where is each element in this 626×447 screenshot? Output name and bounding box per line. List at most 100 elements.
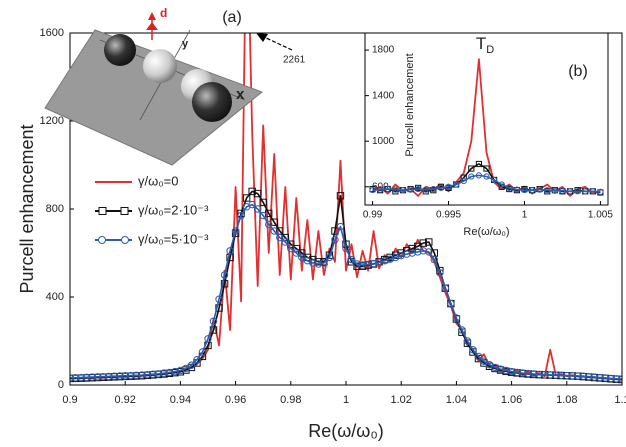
marker xyxy=(468,165,475,172)
marker xyxy=(132,371,140,380)
marker xyxy=(408,244,416,253)
marker xyxy=(419,247,427,255)
marker xyxy=(490,176,498,184)
marker xyxy=(193,356,201,364)
marker xyxy=(415,185,422,193)
legend-label: γ/ω₀=5·10⁻³ xyxy=(138,231,209,246)
marker xyxy=(377,186,384,193)
marker xyxy=(557,371,565,380)
marker xyxy=(121,372,129,380)
marker xyxy=(369,259,378,268)
marker xyxy=(209,317,218,325)
marker xyxy=(259,211,267,220)
annotation-arrowhead xyxy=(256,33,268,42)
y-tick-label: 1800 xyxy=(372,45,395,56)
marker xyxy=(590,373,599,381)
x-tick-label: 0.94 xyxy=(170,394,191,406)
marker xyxy=(597,188,604,196)
axis-label: x xyxy=(236,86,245,103)
marker xyxy=(483,173,490,180)
marker xyxy=(447,299,455,308)
dipole-star xyxy=(146,22,158,30)
marker xyxy=(483,165,490,172)
marker xyxy=(248,187,256,196)
marker xyxy=(182,364,190,373)
marker xyxy=(452,314,461,322)
series-group xyxy=(369,58,604,197)
sphere xyxy=(143,49,177,83)
marker xyxy=(88,373,96,381)
marker xyxy=(375,258,383,266)
marker xyxy=(422,186,429,193)
marker xyxy=(496,365,505,373)
marker xyxy=(149,370,157,378)
legend-marker xyxy=(98,207,107,215)
marker xyxy=(563,371,571,380)
marker xyxy=(596,373,604,382)
marker xyxy=(579,372,588,380)
marker xyxy=(364,260,372,269)
marker xyxy=(298,249,306,257)
marker xyxy=(463,337,472,345)
marker xyxy=(380,257,389,265)
marker xyxy=(419,239,427,247)
marker xyxy=(384,185,391,193)
y-tick-label: 0 xyxy=(58,379,64,391)
marker xyxy=(612,375,621,383)
marker xyxy=(93,373,102,381)
marker xyxy=(336,222,345,231)
marker xyxy=(253,205,262,213)
dipole-label: d xyxy=(160,6,167,20)
panel-label: (b) xyxy=(568,63,588,80)
marker xyxy=(281,233,289,242)
marker xyxy=(292,249,301,257)
x-tick-label: 1 xyxy=(522,210,528,221)
legend-marker xyxy=(120,207,129,215)
marker xyxy=(265,220,273,229)
marker xyxy=(425,238,433,246)
x-tick-label: 1.08 xyxy=(556,394,577,406)
inset-panel: 0.99 0.995 1 1.005600100014001800Re(ω/ω₀)Pu… xyxy=(363,32,613,238)
x-tick-label: 0.98 xyxy=(280,394,301,406)
marker xyxy=(574,372,582,380)
marker xyxy=(160,369,168,377)
marker xyxy=(165,368,174,377)
marker xyxy=(437,184,445,192)
marker xyxy=(77,373,85,382)
marker xyxy=(480,357,488,365)
marker xyxy=(154,370,163,378)
marker xyxy=(468,173,475,180)
x-tick-label: 1.06 xyxy=(501,394,522,406)
x-tick-label: 0.99 xyxy=(363,210,383,221)
title-sub: D xyxy=(486,44,494,56)
marker xyxy=(521,187,528,194)
marker xyxy=(215,295,223,303)
marker xyxy=(546,371,554,379)
sphere xyxy=(104,34,136,66)
marker xyxy=(215,304,223,312)
marker xyxy=(559,187,566,194)
y-axis-label: Purcell enhancement xyxy=(404,53,416,156)
sphere xyxy=(192,82,232,122)
marker xyxy=(220,271,229,279)
marker xyxy=(408,249,416,257)
marker xyxy=(242,194,251,202)
marker xyxy=(248,200,256,209)
legend-label: γ/ω₀=2·10⁻³ xyxy=(138,202,209,217)
y-tick-label: 400 xyxy=(46,291,64,303)
marker xyxy=(422,188,429,195)
marker xyxy=(204,335,212,343)
y-tick-label: 800 xyxy=(46,203,64,215)
marker xyxy=(82,373,91,381)
x-tick-label: 1.005 xyxy=(588,210,613,221)
marker xyxy=(237,211,245,220)
legend-label: γ/ω₀=0 xyxy=(138,173,178,188)
title-main: T xyxy=(476,34,486,53)
marker xyxy=(445,183,452,190)
marker xyxy=(358,261,367,269)
marker xyxy=(115,372,124,380)
marker xyxy=(320,259,328,267)
legend-marker xyxy=(98,236,106,244)
marker xyxy=(536,186,543,193)
marker xyxy=(270,227,278,235)
